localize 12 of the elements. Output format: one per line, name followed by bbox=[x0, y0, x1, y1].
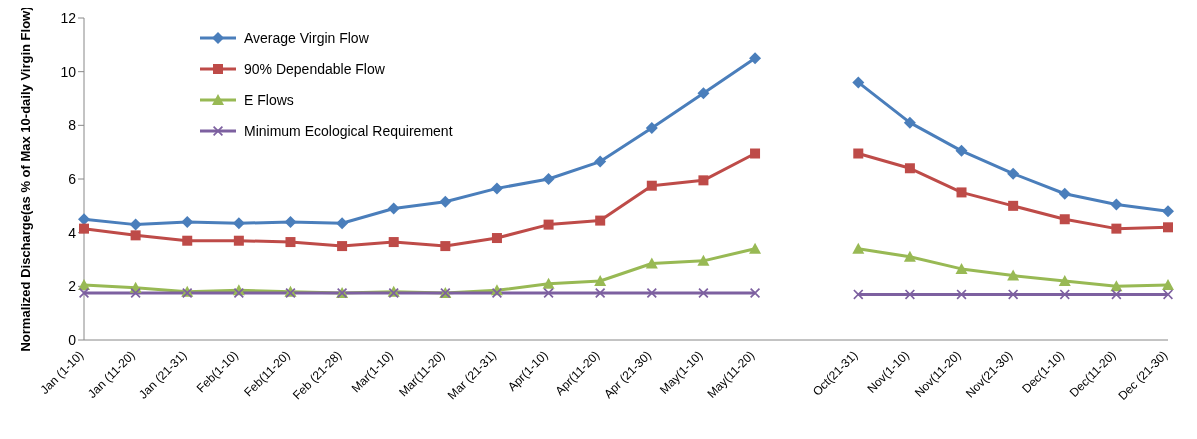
y-tick-label: 8 bbox=[68, 117, 77, 134]
legend-label: Minimum Ecological Requirement bbox=[244, 122, 453, 139]
y-tick-label: 12 bbox=[60, 9, 77, 26]
y-tick-label: 10 bbox=[60, 63, 77, 80]
y-tick-label: 2 bbox=[68, 278, 77, 295]
y-axis-title: Normalized Discharge(as % of Max 10-daily Virgin Flow) bbox=[18, 6, 33, 352]
y-tick-label: 0 bbox=[68, 331, 77, 348]
legend-label: E Flows bbox=[244, 91, 294, 108]
legend-label: Average Virgin Flow bbox=[244, 29, 369, 46]
y-tick-label: 6 bbox=[68, 170, 77, 187]
y-tick-label: 4 bbox=[68, 224, 77, 241]
legend-label: 90% Dependable Flow bbox=[244, 60, 385, 77]
